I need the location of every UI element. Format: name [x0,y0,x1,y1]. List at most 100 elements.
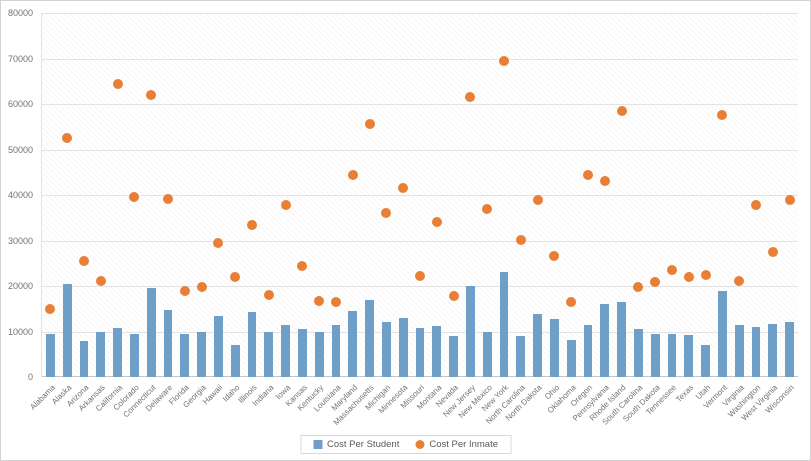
point-cost-per-inmate [79,255,89,266]
bar-cost-per-student [449,336,458,377]
point-cost-per-inmate [297,260,308,271]
point-cost-per-inmate [566,296,577,307]
bar-cost-per-student [533,314,542,377]
point-cost-per-inmate [347,169,358,180]
gridline [42,286,798,287]
bar-cost-per-student [667,333,677,377]
x-axis: Alabama Alaska Arizona Arkansas California Co… [28,379,798,437]
point-cost-per-inmate [583,169,593,180]
gridline [42,195,798,196]
bar-cost-per-student [264,331,274,377]
point-cost-per-inmate [482,203,493,214]
bar-cost-per-student [550,318,559,377]
bar-cost-per-student [348,311,358,377]
point-cost-per-inmate [717,110,728,121]
point-cost-per-inmate [263,290,274,301]
legend-marker-student [313,440,322,449]
point-cost-per-inmate [616,105,627,116]
bar-cost-per-student [785,322,794,377]
bar-cost-per-student [298,329,307,377]
bar-cost-per-student [79,340,89,377]
point-cost-per-inmate [213,237,224,248]
legend-label: Cost Per Inmate [429,439,498,450]
bar-cost-per-student [634,329,643,377]
point-cost-per-inmate [751,200,761,210]
bar-cost-per-student [62,283,72,377]
bar-cost-per-student [163,309,173,377]
bar-cost-per-student [415,327,425,377]
point-cost-per-inmate [633,281,644,292]
bar-cost-per-student [734,324,744,377]
y-tick-label: 40000 [7,190,33,200]
point-cost-per-inmate [364,119,375,130]
point-cost-per-inmate [415,270,425,281]
bar-cost-per-student [432,325,442,377]
point-cost-per-inmate [667,265,677,276]
point-cost-per-inmate [549,251,560,262]
y-tick-label: 30000 [7,235,33,246]
point-cost-per-inmate [331,296,341,307]
bar-cost-per-student [130,333,139,377]
y-tick-label: 70000 [7,53,33,64]
bar-cost-per-student [718,290,727,377]
bar-cost-per-student [180,333,190,377]
point-cost-per-inmate [62,133,73,144]
point-cost-per-inmate [196,281,207,292]
plot-area [41,13,798,377]
point-cost-per-inmate [499,55,509,66]
y-tick-label: 60000 [7,99,33,109]
point-cost-per-inmate [700,269,711,280]
bar-cost-per-student [382,322,391,377]
point-cost-per-inmate [515,234,526,245]
y-tick-label: 20000 [7,281,33,291]
bar-cost-per-student [617,301,626,377]
bar-cost-per-student [365,299,374,377]
point-cost-per-inmate [448,291,459,301]
bar-cost-per-student [214,315,223,377]
bar-cost-per-student [516,336,526,377]
gridline [42,240,798,242]
bar-cost-per-student [247,311,257,377]
legend-marker-inmate [415,440,425,449]
bar-cost-per-student [600,304,610,377]
legend: Cost Per Student Cost Per Inmate [300,435,511,454]
point-cost-per-inmate [784,195,795,206]
gridline [42,149,798,151]
legend-item: Cost Per Inmate [415,439,498,450]
y-tick-label: 10000 [7,326,33,337]
bar-cost-per-student [482,331,492,377]
bar-cost-per-student [46,333,55,377]
point-cost-per-inmate [734,275,745,286]
legend-label: Cost Per Student [327,439,400,450]
bar-cost-per-student [146,288,156,377]
point-cost-per-inmate [129,192,140,203]
bar-cost-per-student [751,326,761,377]
y-tick-label: 0 [27,372,33,382]
point-cost-per-inmate [465,92,476,103]
point-cost-per-inmate [599,176,610,187]
bar-cost-per-student [566,339,576,377]
gridline [42,104,798,105]
bar-cost-per-student [499,272,509,377]
bar-cost-per-student [314,331,324,377]
x-tick-label: Texas [674,383,696,405]
point-cost-per-inmate [431,217,442,228]
y-tick-label: 80000 [7,8,33,18]
bar-cost-per-student [768,323,778,377]
point-cost-per-inmate [112,78,123,89]
point-cost-per-inmate [230,271,241,282]
bar-cost-per-student [281,324,290,377]
bar-cost-per-student [331,324,341,377]
bar-cost-per-student [398,317,408,377]
point-cost-per-inmate [532,195,543,206]
bar-cost-per-student [466,286,475,377]
gridline [42,13,798,14]
point-cost-per-inmate [247,219,257,230]
point-cost-per-inmate [280,200,291,210]
point-cost-per-inmate [146,89,157,100]
y-tick-label: 50000 [7,144,33,155]
gridline [42,58,798,60]
bar-cost-per-student [684,334,694,377]
bar-cost-per-student [701,345,710,377]
